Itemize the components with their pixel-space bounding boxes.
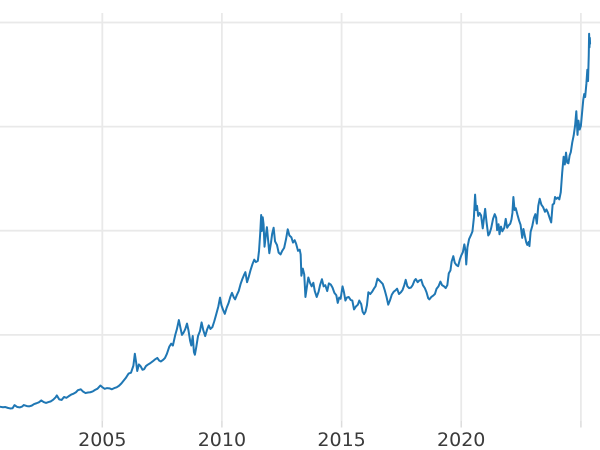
x-tick-label: 2005 (78, 429, 126, 450)
x-axis-tick-labels: 2005 2010 2015 2020 (78, 429, 485, 450)
vertical-gridlines (101, 13, 582, 421)
x-tick-label: 2010 (198, 429, 246, 450)
x-axis-ticks (101, 421, 582, 428)
series-price (0, 32, 592, 410)
horizontal-gridlines (0, 21, 600, 336)
x-tick-label: 2020 (437, 429, 485, 450)
price-line-series (0, 32, 592, 410)
x-tick-label: 2015 (317, 429, 365, 450)
